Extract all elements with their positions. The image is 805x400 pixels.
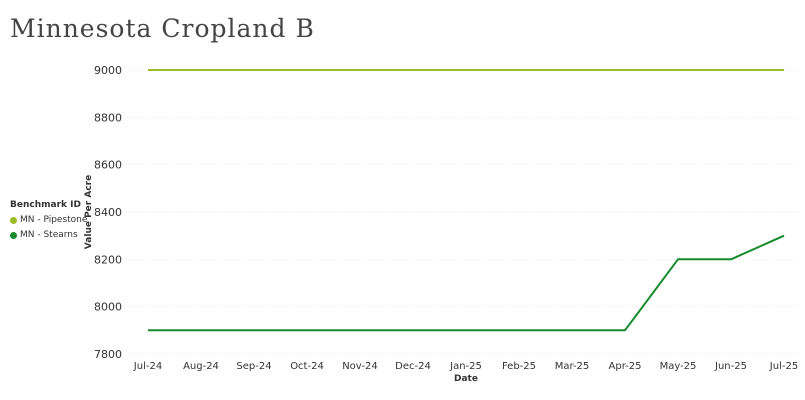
- x-tick-label: May-25: [660, 361, 697, 372]
- x-tick-label: Jun-25: [714, 361, 747, 372]
- legend-label-stearns: MN - Stearns: [20, 230, 78, 240]
- y-tick-label: 7800: [94, 348, 122, 361]
- grid-lines: [128, 69, 800, 355]
- y-tick-label: 8400: [94, 206, 122, 219]
- x-tick-label: Mar-25: [555, 361, 590, 372]
- x-tick-label: Oct-24: [290, 361, 324, 372]
- y-axis-title: Value Per Acre: [84, 175, 94, 249]
- legend-item-pipestone[interactable]: MN - Pipestone: [10, 215, 87, 225]
- x-tick-label: Aug-24: [183, 361, 219, 372]
- legend-dot-stearns: [10, 231, 17, 239]
- series-line-stearns[interactable]: [148, 234, 785, 332]
- x-tick-label: Feb-25: [502, 361, 536, 372]
- x-axis: Jul-24 Aug-24 Sep-24 Oct-24 Nov-24 Dec-24 Jan-…: [133, 361, 798, 372]
- chart-title: Minnesota Cropland B: [10, 14, 315, 43]
- x-tick-label: Nov-24: [342, 361, 378, 372]
- y-axis: 7800 8000 8200 8400 8600 8800 9000: [94, 64, 122, 361]
- legend-title: Benchmark ID: [10, 200, 81, 210]
- x-tick-label: Sep-24: [236, 361, 271, 372]
- legend-dot-pipestone: [10, 216, 17, 224]
- x-tick-label: Jan-25: [449, 361, 482, 372]
- y-tick-label: 8800: [94, 111, 122, 124]
- y-tick-label: 9000: [94, 64, 122, 77]
- series-lines: [148, 69, 785, 332]
- x-axis-title: Date: [454, 374, 478, 384]
- legend-label-pipestone: MN - Pipestone: [20, 215, 88, 225]
- y-tick-label: 8200: [94, 253, 122, 266]
- x-tick-label: Apr-25: [609, 361, 642, 372]
- legend: Benchmark ID MN - Pipestone MN - Stearns: [10, 200, 87, 245]
- x-tick-label: Jul-25: [769, 361, 798, 372]
- x-tick-label: Dec-24: [395, 361, 431, 372]
- x-tick-label: Jul-24: [133, 361, 162, 372]
- y-tick-label: 8600: [94, 159, 122, 172]
- legend-item-stearns[interactable]: MN - Stearns: [10, 230, 87, 240]
- y-tick-label: 8000: [94, 301, 122, 314]
